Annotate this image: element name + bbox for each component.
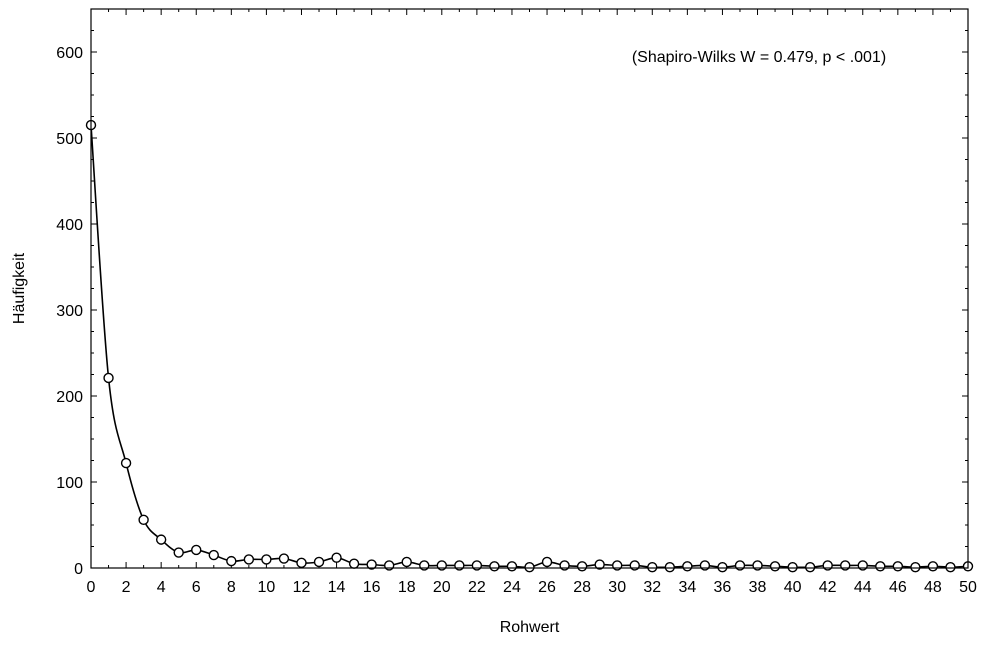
y-tick-label: 400: [56, 217, 83, 234]
data-point: [226, 555, 237, 567]
y-tick-label: 200: [56, 389, 83, 406]
x-tick-label: 16: [363, 579, 381, 596]
data-point: [875, 561, 886, 572]
data-point: [910, 561, 921, 573]
data-point: [717, 561, 728, 573]
x-tick-label: 20: [433, 579, 451, 596]
data-point: [927, 561, 939, 572]
data-point: [331, 552, 342, 563]
y-tick-label: 500: [56, 131, 83, 148]
data-point: [261, 554, 272, 565]
x-tick-label: 4: [157, 579, 166, 596]
data-series: [85, 119, 974, 573]
data-point: [138, 514, 149, 526]
y-axis-title: Häufigkeit: [11, 252, 28, 324]
data-point: [664, 561, 676, 573]
data-point: [103, 372, 114, 384]
data-point: [945, 561, 956, 573]
x-tick-label: 12: [293, 579, 311, 596]
data-point: [243, 554, 255, 565]
data-point: [594, 559, 605, 570]
data-point: [366, 559, 377, 570]
x-tick-label: 14: [328, 579, 346, 596]
series-line: [90, 125, 969, 569]
data-point: [489, 561, 500, 572]
x-tick-label: 42: [819, 579, 837, 596]
x-tick-label: 2: [122, 579, 131, 596]
x-tick-label: 34: [678, 579, 696, 596]
x-tick-label: 44: [854, 579, 872, 596]
data-point: [173, 547, 184, 558]
data-point: [647, 561, 658, 573]
data-point: [296, 557, 307, 569]
data-point: [506, 561, 518, 572]
x-axis-ticks: 0 2 4 6 8 10 12 14 16 18 20 22 24 26 28 30 32 34 36 38 40 42 4…: [87, 9, 977, 596]
y-tick-label: 100: [56, 475, 83, 492]
x-tick-label: 8: [227, 579, 236, 596]
x-tick-label: 36: [714, 579, 732, 596]
data-point: [208, 549, 219, 561]
data-point: [524, 561, 535, 573]
annotation: (Shapiro-Wilks W = 0.479, p < .001): [632, 49, 886, 66]
data-point: [278, 553, 290, 564]
data-point: [576, 561, 588, 572]
data-point: [682, 561, 693, 572]
x-tick-label: 30: [608, 579, 626, 596]
data-point: [191, 544, 202, 556]
data-point: [348, 558, 360, 569]
data-point: [155, 534, 167, 545]
x-tick-label: 40: [784, 579, 802, 596]
y-tick-label: 0: [74, 561, 83, 578]
x-tick-label: 6: [192, 579, 201, 596]
x-tick-label: 28: [573, 579, 591, 596]
y-tick-label: 300: [56, 303, 83, 320]
x-tick-label: 46: [889, 579, 907, 596]
x-tick-label: 26: [538, 579, 556, 596]
data-point: [401, 556, 412, 568]
x-tick-label: 10: [258, 579, 276, 596]
x-tick-label: 24: [503, 579, 521, 596]
x-tick-label: 50: [959, 579, 977, 596]
data-point: [120, 457, 132, 469]
x-tick-label: 0: [87, 579, 96, 596]
data-point: [541, 556, 553, 568]
data-point: [787, 561, 798, 573]
x-tick-label: 32: [643, 579, 661, 596]
data-point: [313, 556, 325, 568]
x-axis-title: Rohwert: [500, 619, 560, 636]
y-tick-label: 600: [56, 45, 83, 62]
x-tick-label: 38: [749, 579, 767, 596]
data-point: [804, 561, 816, 573]
y-axis-ticks: 0 100 200 300 400 500 600: [56, 8, 968, 578]
x-tick-label: 22: [468, 579, 486, 596]
plot-frame: [90, 8, 969, 569]
x-tick-label: 48: [924, 579, 942, 596]
data-point: [892, 561, 904, 572]
data-point: [769, 561, 781, 572]
x-tick-label: 18: [398, 579, 416, 596]
